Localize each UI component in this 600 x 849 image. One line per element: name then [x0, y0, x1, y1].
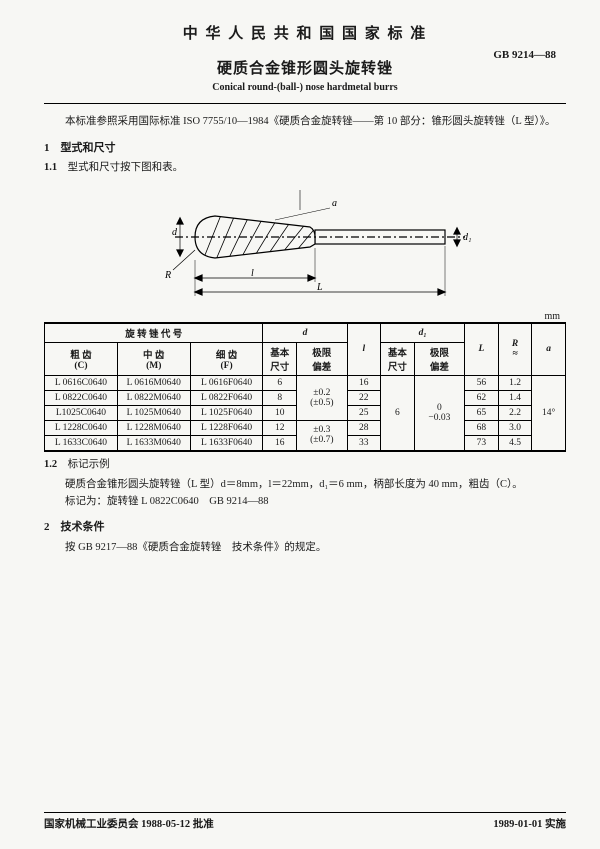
- sec2-num: 2: [44, 521, 50, 533]
- th-d: d: [263, 323, 347, 343]
- sec1-2-title: 标记示例: [68, 459, 110, 470]
- section-2: 2 技术条件: [44, 518, 566, 534]
- sec2-text: 按 GB 9217—88《硬质合金旋转锉 技术条件》的规定。: [44, 540, 566, 557]
- footer: 国家机械工业委员会 1988-05-12 批准 1989-01-01 实施: [44, 812, 566, 831]
- section-1-1: 1.1 型式和尺寸按下图和表。: [44, 159, 566, 174]
- th-d-tol: 极限 偏差: [297, 342, 347, 375]
- sec1-1-text: 型式和尺寸按下图和表。: [68, 162, 184, 173]
- sec1-1-num: 1.1: [44, 162, 57, 173]
- th-L: L: [465, 323, 499, 376]
- section-1-2: 1.2 标记示例: [44, 456, 566, 471]
- example-line2: 标记为：旋转锉 L 0822C0640 GB 9214—88: [44, 494, 566, 511]
- page: 中 华 人 民 共 和 国 国 家 标 准 GB 9214—88 硬质合金锥形圆…: [0, 0, 600, 849]
- th-m: 中 齿 (M): [117, 342, 190, 375]
- fig-label-l: l: [251, 268, 254, 279]
- sec2-body: 按 GB 9217—88《硬质合金旋转锉 技术条件》的规定。: [44, 540, 566, 557]
- fig-label-d: d: [172, 227, 178, 238]
- example-text: 硬质合金锥形圆头旋转锉（L 型）d＝8mm，l＝22mm，d₁＝6 mm，柄部长…: [44, 477, 566, 511]
- table-row: L 1228C0640L 1228M0640L 1228F0640 12 ±0.…: [45, 420, 566, 435]
- intro-text: 本标准参照采用国际标准 ISO 7755/10—1984《硬质合金旋转锉——第 …: [44, 114, 566, 131]
- sec2-title: 技术条件: [61, 521, 105, 533]
- th-a: a: [532, 323, 566, 376]
- dims-table: 旋 转 锉 代 号 d l d₁ L R ≈ a 粗 齿 (C) 中 齿 (M)…: [44, 322, 566, 452]
- unit-label: mm: [44, 311, 560, 322]
- table-row: L 0616C0640L 0616M0640L 0616F0640 6 ±0.2…: [45, 375, 566, 390]
- th-R: R ≈: [498, 323, 532, 376]
- example-line1: 硬质合金锥形圆头旋转锉（L 型）d＝8mm，l＝22mm，d₁＝6 mm，柄部长…: [44, 477, 566, 494]
- section-1: 1 型式和尺寸: [44, 139, 566, 155]
- sec1-title: 型式和尺寸: [61, 142, 116, 154]
- figure-diagram: a d d₁ R l L: [44, 180, 566, 303]
- fig-label-d1: d₁: [463, 232, 471, 243]
- hr: [44, 103, 566, 104]
- th-f: 细 齿 (F): [190, 342, 263, 375]
- sec1-num: 1: [44, 142, 50, 154]
- th-group: 旋 转 锉 代 号: [45, 323, 263, 343]
- title-en: Conical round-(ball-) nose hardmetal bur…: [44, 82, 566, 93]
- fig-label-a: a: [332, 198, 337, 209]
- th-d1-basic: 基本 尺寸: [381, 342, 415, 375]
- fig-label-L: L: [316, 282, 323, 293]
- footer-rule: [44, 812, 566, 813]
- footer-left: 国家机械工业委员会 1988-05-12 批准: [44, 816, 214, 831]
- th-d-basic: 基本 尺寸: [263, 342, 297, 375]
- sec1-2-num: 1.2: [44, 459, 57, 470]
- title-cn: 硬质合金锥形圆头旋转锉: [44, 57, 566, 78]
- th-d1: d₁: [381, 323, 465, 343]
- table-header-1: 旋 转 锉 代 号 d l d₁ L R ≈ a: [45, 323, 566, 343]
- th-c: 粗 齿 (C): [45, 342, 118, 375]
- country-title: 中 华 人 民 共 和 国 国 家 标 准: [44, 22, 566, 43]
- th-d1-tol: 极限 偏差: [414, 342, 464, 375]
- th-l: l: [347, 323, 381, 376]
- footer-right: 1989-01-01 实施: [493, 816, 566, 831]
- fig-label-R: R: [164, 270, 171, 281]
